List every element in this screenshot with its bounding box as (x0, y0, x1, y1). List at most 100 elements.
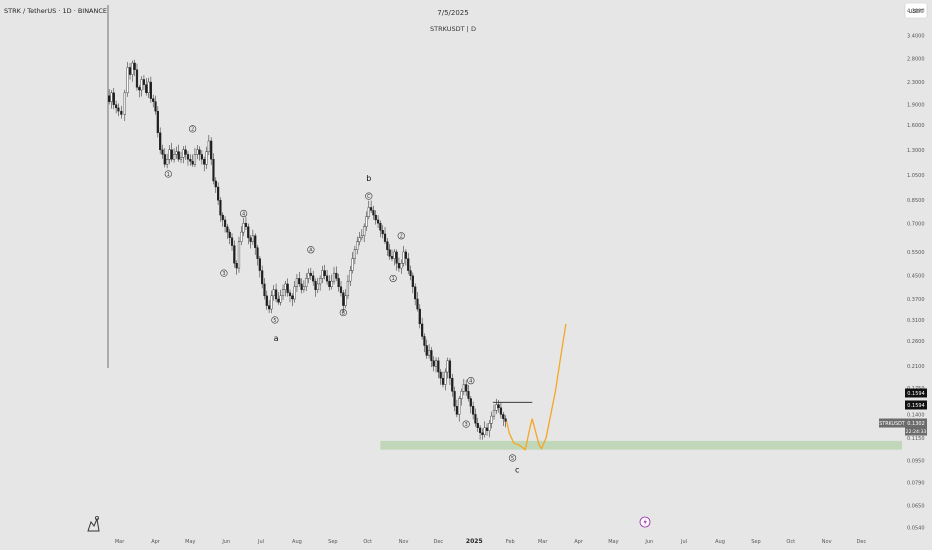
candle-body (485, 427, 489, 431)
candle-body (497, 404, 500, 408)
candle-body (170, 149, 173, 160)
y-tick-label: 0.0950 (907, 458, 925, 464)
candle-body (381, 230, 384, 235)
candle-body (358, 237, 361, 242)
candle-body (221, 214, 224, 221)
candle-body (226, 226, 229, 233)
candle-body (256, 247, 259, 259)
tradingview-logo[interactable] (87, 516, 100, 532)
candle-body (330, 280, 333, 288)
candle-body (281, 289, 285, 297)
y-tick-label: 1.6000 (907, 123, 925, 129)
candle-body (270, 295, 273, 310)
candle-body (261, 270, 264, 285)
candle-body (309, 272, 312, 276)
currency-button-label[interactable]: USDT (908, 9, 924, 15)
wave-label-circle (240, 209, 248, 218)
candle-body (335, 272, 338, 279)
candle-body (182, 149, 185, 158)
wave-label-circle (389, 274, 397, 283)
candle-body (367, 207, 370, 217)
candle-body (305, 278, 308, 288)
symbol-title[interactable]: STRK / TetherUS · 1D · BINANCE (4, 7, 107, 15)
wave-letter: b (366, 174, 371, 183)
candle-body (495, 404, 498, 411)
candle-body (323, 270, 326, 276)
candle-body (210, 140, 213, 160)
candle-body (416, 298, 419, 310)
candle-body (462, 384, 465, 392)
y-tick-label: 0.0650 (907, 504, 925, 510)
x-tick-label: Oct (363, 539, 372, 545)
wave-label: 1 (167, 172, 170, 178)
candle-body (251, 235, 254, 242)
candle-body (219, 200, 222, 216)
candle-body (430, 350, 433, 361)
x-tick-label: 2025 (466, 538, 483, 545)
y-tick-label: 3.4000 (907, 34, 925, 40)
wave-label: 2 (191, 127, 194, 133)
y-tick-label: 0.7000 (907, 221, 925, 227)
wave-label: 3 (222, 271, 225, 277)
x-tick-label: Feb (506, 539, 515, 545)
candle-body (291, 295, 294, 300)
candle-body (240, 231, 243, 242)
x-tick-label: Oct (786, 539, 795, 545)
candle-body (407, 258, 410, 271)
y-tick-label: 0.5500 (907, 250, 925, 256)
y-tick-label: 0.1150 (907, 436, 925, 442)
candle-body (411, 275, 414, 288)
candle-body (427, 350, 431, 356)
time-axis[interactable]: Mar Apr May Jun Jul Aug Sep Oct Nov Dec 2025 Feb Mar… (115, 538, 867, 545)
candle-body (351, 258, 354, 271)
candle-body (298, 278, 301, 285)
candle-body (465, 384, 468, 392)
candle-body (423, 336, 426, 346)
price-marker-tag (905, 388, 927, 398)
candle-body (274, 289, 278, 300)
candle-body (108, 95, 111, 102)
currency-button[interactable] (904, 2, 928, 19)
candle-body (312, 275, 315, 282)
wave-label: A (309, 248, 313, 254)
candle-body (279, 295, 282, 303)
candle-body (233, 245, 236, 264)
candle-body (142, 79, 146, 85)
wave-label: C (367, 194, 371, 200)
candle-body (217, 186, 220, 201)
y-tick-label: 0.2600 (907, 339, 925, 345)
x-tick-label: Mar (538, 539, 548, 545)
wave-letter: c (515, 465, 519, 474)
candle-body (342, 292, 345, 306)
candle-body (254, 235, 257, 248)
candle-body (230, 237, 234, 246)
candle-body (152, 98, 155, 102)
candle-body (191, 161, 194, 165)
candle-body (314, 280, 317, 290)
candle-body (175, 151, 178, 155)
candle-body (483, 427, 486, 435)
candle-body (277, 298, 280, 303)
candle-body (453, 391, 456, 407)
candle-body (492, 410, 496, 417)
x-tick-label: Jun (221, 539, 230, 545)
candle-body (242, 223, 245, 233)
candle-body (244, 223, 248, 227)
event-icon[interactable] (639, 516, 651, 528)
x-tick-label: Jun (644, 539, 653, 545)
y-tick-label: 2.3000 (907, 80, 925, 86)
candle-body (300, 283, 303, 290)
candle-body (328, 280, 331, 288)
candle-body (469, 398, 472, 407)
candle-body (131, 62, 134, 75)
candle-body (404, 251, 407, 259)
support-zone (380, 440, 902, 450)
chart-ticker-interval: STRKUSDT | D (430, 25, 476, 33)
candle-body (346, 280, 350, 297)
x-tick-label: Dec (434, 539, 444, 545)
candle-body (325, 275, 329, 282)
candle-body (388, 249, 391, 257)
candlestick-series (108, 59, 533, 440)
